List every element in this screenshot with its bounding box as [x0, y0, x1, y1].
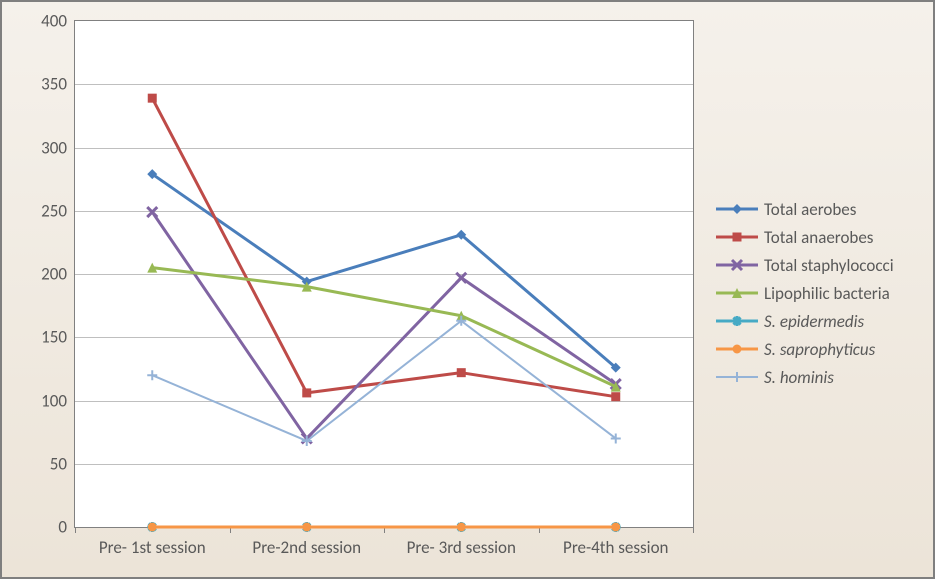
legend-item: S. epidermedis [716, 310, 894, 332]
y-tick-label: 50 [50, 453, 75, 474]
y-tick-label: 200 [41, 264, 75, 285]
legend-item: Lipophilic bacteria [716, 282, 894, 304]
legend-swatch [716, 339, 758, 359]
y-tick-label: 300 [41, 137, 75, 158]
legend-swatch [716, 311, 758, 331]
y-tick-label: 0 [58, 517, 75, 538]
legend-item: S. saprophyticus [716, 338, 894, 360]
data-marker [733, 345, 742, 354]
legend-swatch [716, 255, 758, 275]
series-line [152, 321, 616, 441]
data-marker [147, 370, 157, 380]
data-marker [302, 523, 311, 532]
series-line [152, 268, 616, 387]
data-marker [732, 372, 742, 382]
plot-area: 050100150200250300350400Pre- 1st session… [74, 20, 694, 528]
y-tick-label: 350 [41, 74, 75, 95]
data-marker [457, 523, 466, 532]
data-marker [456, 273, 466, 283]
legend-label: S. hominis [764, 367, 834, 388]
legend-swatch [716, 227, 758, 247]
data-marker [148, 523, 157, 532]
legend: Total aerobes Total anaerobes Total staphy… [716, 192, 894, 394]
data-marker [611, 523, 620, 532]
legend-item: Total staphylococci [716, 254, 894, 276]
data-marker [457, 368, 466, 377]
legend-label: Total aerobes [764, 199, 856, 220]
x-tick-mark [75, 527, 76, 533]
y-tick-label: 150 [41, 327, 75, 348]
legend-item: Total anaerobes [716, 226, 894, 248]
chart-container: 050100150200250300350400Pre- 1st session… [0, 0, 935, 579]
data-marker [147, 207, 157, 217]
legend-item: S. hominis [716, 366, 894, 388]
data-marker [732, 204, 742, 214]
series-line [152, 98, 616, 397]
data-marker [148, 94, 157, 103]
legend-swatch [716, 199, 758, 219]
data-marker [733, 233, 742, 242]
legend-item: Total aerobes [716, 198, 894, 220]
legend-label: Total staphylococci [764, 255, 894, 276]
data-marker [302, 388, 311, 397]
data-marker [732, 316, 742, 326]
y-tick-label: 100 [41, 390, 75, 411]
x-tick-mark [693, 527, 694, 533]
series-svg [75, 21, 693, 527]
legend-label: Total anaerobes [764, 227, 873, 248]
y-tick-label: 250 [41, 200, 75, 221]
legend-swatch [716, 367, 758, 387]
legend-label: S. epidermedis [764, 311, 864, 332]
series-line [152, 174, 616, 368]
legend-label: Lipophilic bacteria [764, 283, 890, 304]
y-tick-label: 400 [41, 11, 75, 32]
legend-label: S. saprophyticus [764, 339, 875, 360]
legend-swatch [716, 283, 758, 303]
data-marker [611, 392, 620, 401]
